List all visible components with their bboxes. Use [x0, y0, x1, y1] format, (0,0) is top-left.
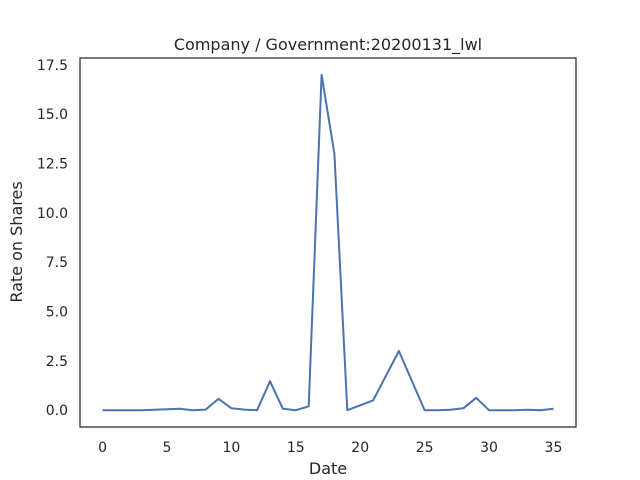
x-tick-label: 0 [98, 440, 107, 456]
series-line [102, 73, 554, 412]
y-tick-label: 7.5 [46, 255, 68, 271]
x-axis-label: Date [309, 459, 347, 478]
chart-title: Company / Government:20200131_lwl [174, 35, 482, 55]
y-tick-label: 17.5 [37, 58, 68, 74]
x-tick-label: 15 [287, 440, 305, 456]
y-tick-label: 15.0 [37, 107, 68, 123]
x-tick-label: 20 [351, 440, 369, 456]
y-tick-label: 0.0 [46, 403, 68, 419]
x-tick-label: 5 [163, 440, 172, 456]
y-tick-label: 10.0 [37, 206, 68, 222]
y-axis-ticks: 0.0 2.5 5.0 7.5 10.0 12.5 15.0 17.5 [37, 58, 68, 419]
y-tick-label: 2.5 [46, 354, 68, 370]
x-axis-ticks: 0 5 10 15 20 25 30 35 [98, 440, 562, 456]
plot-series [102, 73, 554, 412]
y-axis-label: Rate on Shares [7, 181, 26, 302]
x-tick-label: 25 [416, 440, 434, 456]
y-tick-label: 5.0 [46, 305, 68, 321]
x-tick-label: 10 [222, 440, 240, 456]
x-tick-label: 35 [545, 440, 563, 456]
y-tick-label: 12.5 [37, 157, 68, 173]
x-tick-label: 30 [480, 440, 498, 456]
plot-frame [79, 57, 577, 428]
